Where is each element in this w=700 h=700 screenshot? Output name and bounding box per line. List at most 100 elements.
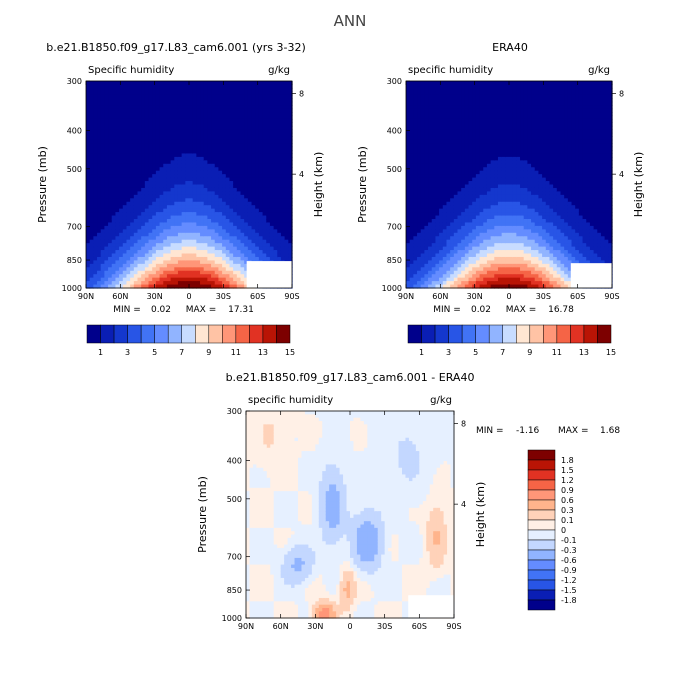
heatmap-cell	[472, 236, 477, 241]
heatmap-cell	[207, 108, 212, 113]
heatmap-cell	[431, 201, 437, 206]
heatmap-cell	[144, 267, 150, 272]
heatmap-cell	[435, 250, 440, 255]
heatmap-cell	[97, 167, 102, 172]
heatmap-cell	[122, 143, 128, 148]
heatmap-cell	[255, 184, 260, 189]
heatmap-cell	[104, 177, 109, 182]
heatmap-cell	[420, 115, 425, 120]
heatmap-cell	[148, 274, 153, 279]
heatmap-cell	[251, 81, 256, 86]
heatmap-cell	[144, 274, 150, 279]
heatmap-cell	[111, 84, 117, 89]
heatmap-cell	[89, 194, 94, 199]
heatmap-cell	[247, 177, 253, 182]
heatmap-cell	[406, 181, 411, 186]
heatmap-cell	[472, 222, 477, 227]
heatmap-cell	[148, 201, 153, 206]
heatmap-cell	[428, 101, 433, 106]
heatmap-cell	[159, 191, 164, 196]
heatmap-cell	[472, 167, 477, 172]
heatmap-cell	[163, 281, 168, 286]
heatmap-cell	[284, 153, 289, 158]
heatmap-cell	[93, 146, 98, 151]
heatmap-cell	[86, 84, 91, 89]
heatmap-cell	[211, 274, 216, 279]
heatmap-cell	[100, 112, 105, 117]
heatmap-cell	[428, 91, 433, 96]
heatmap-cell	[225, 122, 231, 127]
heatmap-cell	[251, 132, 256, 137]
heatmap-cell	[196, 250, 201, 255]
heatmap-cell	[417, 222, 422, 227]
heatmap-cell	[229, 136, 234, 141]
heatmap-cell	[475, 256, 481, 261]
heatmap-cell	[494, 129, 499, 134]
heatmap-cell	[137, 194, 142, 199]
heatmap-cell	[244, 270, 249, 275]
heatmap-cell	[144, 118, 150, 123]
heatmap-cell	[119, 181, 124, 186]
heatmap-cell	[181, 122, 186, 127]
heatmap-cell	[497, 208, 503, 213]
heatmap-cell	[122, 229, 128, 234]
heatmap-cell	[472, 194, 477, 199]
heatmap-cell	[479, 187, 484, 192]
heatmap-cell	[461, 136, 466, 141]
heatmap-cell	[490, 108, 495, 113]
heatmap-cell	[100, 284, 105, 289]
heatmap-cell	[137, 270, 142, 275]
heatmap-cell	[413, 239, 418, 244]
heatmap-cell	[475, 108, 481, 113]
heatmap-cell	[288, 250, 293, 255]
heatmap-cell	[472, 177, 477, 182]
heatmap-cell	[218, 129, 223, 134]
heatmap-cell	[93, 270, 98, 275]
heatmap-cell	[100, 156, 105, 161]
heatmap-cell	[214, 267, 220, 272]
heatmap-cell	[461, 205, 466, 210]
heatmap-cell	[181, 277, 186, 282]
heatmap-cell	[457, 205, 462, 210]
heatmap-cell	[86, 274, 91, 279]
heatmap-cell	[424, 281, 429, 286]
heatmap-cell	[269, 250, 275, 255]
heatmap-cell	[200, 174, 205, 179]
heatmap-cell	[177, 160, 183, 165]
heatmap-cell	[214, 105, 220, 110]
heatmap-cell	[130, 167, 135, 172]
heatmap-cell	[166, 136, 172, 141]
heatmap-cell	[475, 112, 481, 117]
heatmap-cell	[409, 281, 414, 286]
heatmap-cell	[119, 146, 124, 151]
heatmap-cell	[244, 215, 249, 220]
heatmap-cell	[159, 174, 164, 179]
heatmap-cell	[277, 236, 282, 241]
heatmap-cell	[417, 177, 422, 182]
heatmap-cell	[439, 256, 444, 261]
heatmap-cell	[177, 101, 183, 106]
heatmap-cell	[225, 181, 231, 186]
heatmap-cell	[472, 184, 477, 189]
heatmap-cell	[89, 98, 94, 103]
heatmap-cell	[97, 191, 102, 196]
heatmap-cell	[144, 163, 150, 168]
heatmap-cell	[163, 208, 168, 213]
heatmap-cell	[89, 94, 94, 99]
heatmap-cell	[115, 212, 120, 217]
heatmap-cell	[130, 243, 135, 248]
panel-top-left: 90N 60N 30N 0 30S 60S 90S300400500700850100084…	[36, 41, 325, 315]
heatmap-cell	[218, 146, 223, 151]
heatmap-cell	[428, 98, 433, 103]
heatmap-cell	[277, 139, 282, 144]
heatmap-cell	[119, 174, 124, 179]
heatmap-cell	[222, 153, 227, 158]
heatmap-cell	[170, 81, 175, 86]
heatmap-cell	[211, 136, 216, 141]
heatmap-cell	[483, 108, 488, 113]
heatmap-cell	[108, 181, 113, 186]
heatmap-cell	[494, 191, 499, 196]
heatmap-cell	[240, 98, 245, 103]
heatmap-cell	[247, 112, 253, 117]
heatmap-cell	[163, 139, 168, 144]
